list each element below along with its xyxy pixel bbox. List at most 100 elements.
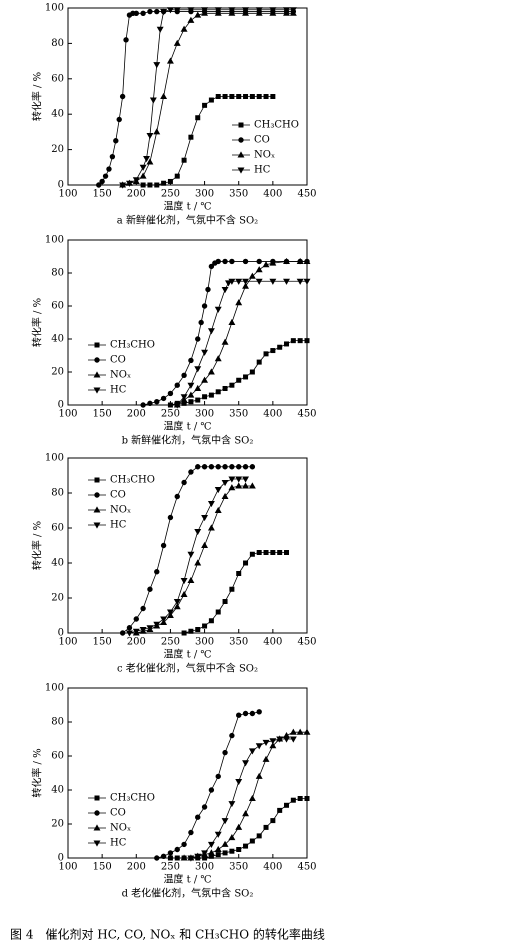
- marker: [214, 355, 222, 362]
- marker: [160, 395, 167, 402]
- marker: [174, 493, 180, 500]
- legend-marker: [93, 522, 101, 529]
- marker: [160, 616, 168, 623]
- marker: [215, 464, 221, 470]
- marker: [133, 10, 139, 17]
- marker: [242, 476, 249, 483]
- series-line: [136, 485, 253, 634]
- legend-label: CH₃CHO: [110, 475, 155, 486]
- marker: [139, 172, 147, 179]
- marker: [181, 372, 187, 378]
- marker: [187, 855, 195, 862]
- legend-label: HC: [110, 385, 127, 396]
- y-tick-label: 0: [58, 628, 64, 639]
- marker: [99, 178, 105, 185]
- marker: [296, 278, 304, 285]
- y-axis-label: 转化率 / %: [31, 298, 44, 347]
- marker: [255, 743, 263, 750]
- marker: [283, 7, 290, 14]
- x-tick-label: 350: [229, 862, 248, 873]
- marker: [195, 115, 201, 121]
- marker: [277, 807, 283, 813]
- marker: [102, 173, 109, 179]
- x-axis-label: 温度 t / ℃: [163, 420, 211, 433]
- marker: [208, 464, 215, 470]
- marker: [187, 7, 195, 14]
- x-tick-label: 400: [263, 409, 282, 420]
- marker: [188, 829, 194, 836]
- legend-marker: [93, 824, 101, 831]
- x-tick-label: 100: [58, 862, 77, 873]
- marker: [277, 550, 283, 555]
- marker: [201, 804, 208, 810]
- y-tick-label: 0: [58, 180, 64, 191]
- marker: [222, 258, 228, 265]
- x-tick-label: 300: [195, 637, 214, 648]
- legend-label: NOₓ: [110, 823, 131, 834]
- marker: [173, 402, 181, 409]
- y-tick-label: 100: [45, 235, 64, 246]
- marker: [290, 797, 296, 803]
- x-tick-label: 450: [297, 862, 316, 873]
- legend-marker: [238, 137, 244, 143]
- marker: [132, 177, 140, 184]
- marker: [109, 153, 116, 160]
- marker: [229, 586, 235, 592]
- legend-marker: [94, 342, 100, 348]
- marker: [174, 846, 180, 853]
- marker: [174, 855, 180, 861]
- x-axis-label: 温度 t / ℃: [163, 648, 211, 661]
- x-tick-label: 250: [161, 409, 180, 420]
- marker: [229, 94, 235, 99]
- marker: [255, 7, 263, 14]
- legend-label: HC: [110, 838, 127, 849]
- marker: [181, 630, 187, 636]
- marker: [222, 464, 228, 470]
- y-tick-label: 60: [51, 73, 64, 84]
- marker: [181, 157, 187, 163]
- marker: [166, 7, 174, 14]
- marker: [235, 278, 243, 285]
- marker: [146, 625, 154, 632]
- marker: [202, 102, 208, 108]
- plot-frame: [67, 7, 308, 186]
- figure-caption: 图 4 催化剂对 HC, CO, NOₓ 和 CH₃CHO 的转化率曲线: [10, 927, 325, 942]
- marker: [201, 541, 209, 548]
- chart-caption: a 新鲜催化剂，气氛中不含 SO₂: [117, 214, 258, 227]
- marker: [140, 182, 146, 188]
- marker: [236, 377, 242, 383]
- marker: [167, 178, 173, 184]
- marker: [235, 482, 243, 489]
- marker: [270, 550, 276, 555]
- marker: [106, 166, 112, 172]
- marker: [140, 10, 146, 17]
- marker: [303, 728, 311, 735]
- y-tick-label: 40: [51, 558, 64, 569]
- x-tick-label: 100: [58, 189, 77, 200]
- marker: [215, 258, 221, 265]
- marker: [113, 138, 119, 144]
- marker: [221, 840, 229, 847]
- series-line: [129, 478, 246, 634]
- marker: [188, 628, 194, 634]
- marker: [222, 94, 228, 99]
- marker: [167, 855, 173, 861]
- legend-marker: [94, 477, 100, 483]
- marker: [215, 609, 221, 615]
- marker: [225, 280, 232, 287]
- marker: [214, 845, 222, 852]
- marker: [297, 338, 303, 344]
- marker: [214, 487, 222, 494]
- marker: [139, 164, 147, 171]
- marker: [248, 272, 256, 279]
- series-line: [184, 731, 307, 859]
- marker: [284, 550, 290, 555]
- marker: [201, 349, 209, 356]
- marker: [242, 710, 249, 717]
- marker: [242, 7, 249, 14]
- x-tick-label: 200: [127, 409, 146, 420]
- marker: [242, 278, 249, 285]
- y-tick-label: 20: [51, 819, 64, 830]
- marker: [304, 338, 310, 344]
- x-tick-label: 450: [297, 409, 316, 420]
